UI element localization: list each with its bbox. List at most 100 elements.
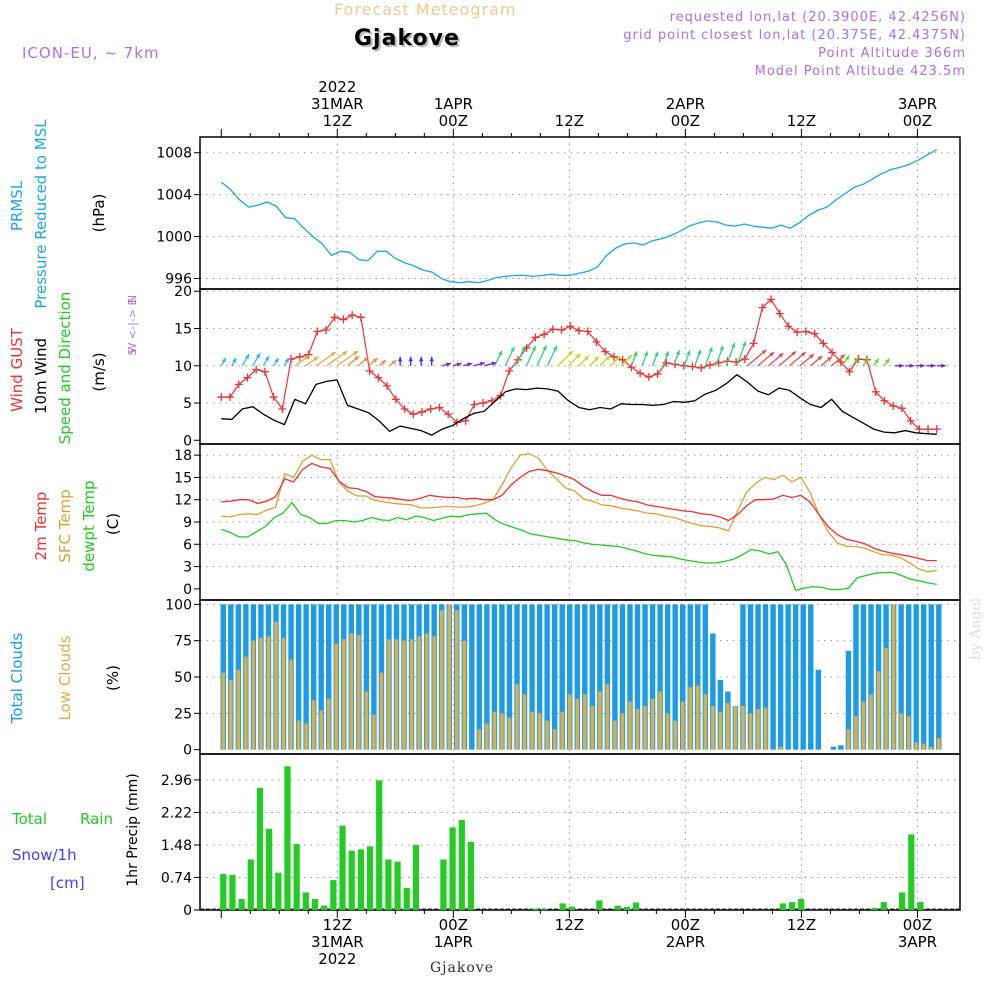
low-cloud-bar xyxy=(304,723,308,750)
wind-arrow-head xyxy=(397,356,403,362)
gust-point xyxy=(313,327,322,336)
snow-label: Snow/1h xyxy=(12,846,77,864)
wind-direction-arrow xyxy=(525,345,537,367)
wind-direction-arrow xyxy=(662,351,670,366)
low-cloud-bar xyxy=(711,706,715,750)
wind-direction-label: Speed and Direction xyxy=(56,292,74,445)
bottom-time-label: 31MAR xyxy=(311,933,364,951)
wind-direction-arrow xyxy=(283,357,290,367)
precip-ytick-label: 2.96 xyxy=(161,773,192,789)
wind-direction-arrow xyxy=(883,358,890,367)
wind-direction-arrow xyxy=(873,358,880,367)
gust-point xyxy=(417,407,426,416)
low-cloud-bar xyxy=(289,659,293,750)
wind-arrow-head xyxy=(826,356,832,362)
pressure-ytick-label: 1000 xyxy=(156,230,192,246)
total-cloud-bar xyxy=(559,604,565,750)
sfc-label: SFC Temp xyxy=(56,489,74,562)
low-cloud-bar xyxy=(628,701,632,750)
gust-point xyxy=(889,401,898,410)
low-cloud-bar xyxy=(861,701,866,750)
wind-arrow-head xyxy=(575,353,581,359)
total-cloud-bar xyxy=(687,604,693,750)
wind-arrow-head xyxy=(633,351,638,357)
gust-point xyxy=(505,366,514,375)
bottom-time-label: 00Z xyxy=(903,916,932,934)
low-cloud-bar xyxy=(485,723,489,750)
low-cloud-bar xyxy=(364,691,369,750)
gust-point xyxy=(819,339,828,348)
low-cloud-bar xyxy=(537,713,542,750)
wind-direction-arrow xyxy=(347,355,360,367)
total-cloud-bar xyxy=(536,604,543,750)
rain-bar xyxy=(788,902,796,910)
wind-direction-arrow xyxy=(789,351,807,367)
rain-bar xyxy=(238,899,245,910)
bottom-time-label: 2APR xyxy=(666,933,705,951)
bottom-time-label: 00Z xyxy=(671,916,700,934)
total-cloud-bar xyxy=(484,604,490,750)
low-cloud-bar xyxy=(635,708,640,750)
total-cloud-bar xyxy=(898,604,904,750)
wind-ytick-label: 15 xyxy=(174,321,192,337)
total-cloud-bar xyxy=(612,604,618,750)
total-cloud-bar xyxy=(770,604,776,750)
rain-bar xyxy=(623,906,631,910)
wind-direction-arrow xyxy=(442,362,452,367)
wind-direction-arrow xyxy=(557,350,574,367)
low-cloud-bar xyxy=(296,720,301,750)
wind-arrow-head xyxy=(510,346,515,352)
rain-bar xyxy=(220,873,227,910)
wind-arrow-head xyxy=(491,361,497,366)
low-cloud-bar xyxy=(417,636,421,750)
total-cloud-bar xyxy=(800,604,806,750)
gust-point xyxy=(339,315,348,324)
wind-direction-arrow xyxy=(841,355,850,367)
wind-arrow-head xyxy=(232,357,237,363)
gust-point xyxy=(435,403,444,412)
total-cloud-bar xyxy=(808,604,814,750)
total-clouds-label: Total Clouds xyxy=(8,633,26,725)
wind-arrow-head xyxy=(342,351,348,356)
rain-bar xyxy=(302,892,309,910)
precip-unit: 1hr Precip (mm) xyxy=(125,773,141,886)
top-time-label: 2APR xyxy=(666,95,705,113)
wind-direction-arrow xyxy=(852,357,859,367)
total-cloud-bar xyxy=(318,604,324,750)
pressure-unit: (hPa) xyxy=(90,194,108,233)
meteogram-title: Forecast Meteogram xyxy=(334,0,517,19)
rain-bar xyxy=(348,850,355,910)
wind-arrow-head xyxy=(643,351,648,357)
wind-direction-arrow xyxy=(652,351,659,366)
wind-direction-arrow xyxy=(262,355,270,367)
low-cloud-bar xyxy=(387,639,391,750)
wind-direction-arrow xyxy=(894,363,904,368)
wind10m-label: 10m Wind xyxy=(32,338,50,414)
total-cloud-bar xyxy=(853,604,859,750)
low-cloud-bar xyxy=(251,640,256,750)
temp-ytick-label: 9 xyxy=(183,515,192,531)
wind-direction-arrow xyxy=(241,353,250,367)
gust-point xyxy=(348,311,357,320)
wind-direction-arrow xyxy=(915,363,925,368)
total-cloud-bar xyxy=(702,604,709,750)
wind-arrow-head xyxy=(627,354,633,360)
rain-bar xyxy=(458,819,465,910)
low-cloud-bar xyxy=(311,700,316,750)
wind-arrow-head xyxy=(284,357,289,363)
wind-arrow-head xyxy=(801,351,806,357)
rain-bar xyxy=(871,907,878,910)
total-cloud-bar xyxy=(868,604,874,750)
gust-point xyxy=(400,404,409,413)
compass-we: W <-|-> E xyxy=(126,299,139,354)
wind-arrow-head xyxy=(853,357,859,363)
rain-bar xyxy=(798,899,805,910)
wind-arrow-head xyxy=(521,345,526,351)
wind-unit: (m/s) xyxy=(90,352,108,391)
gust-point xyxy=(705,361,714,370)
wind-direction-arrow xyxy=(389,359,397,367)
gust-point xyxy=(260,367,269,376)
wind-arrow-head xyxy=(255,353,261,359)
gust-point xyxy=(897,404,906,413)
low-cloud-bar xyxy=(568,694,572,750)
